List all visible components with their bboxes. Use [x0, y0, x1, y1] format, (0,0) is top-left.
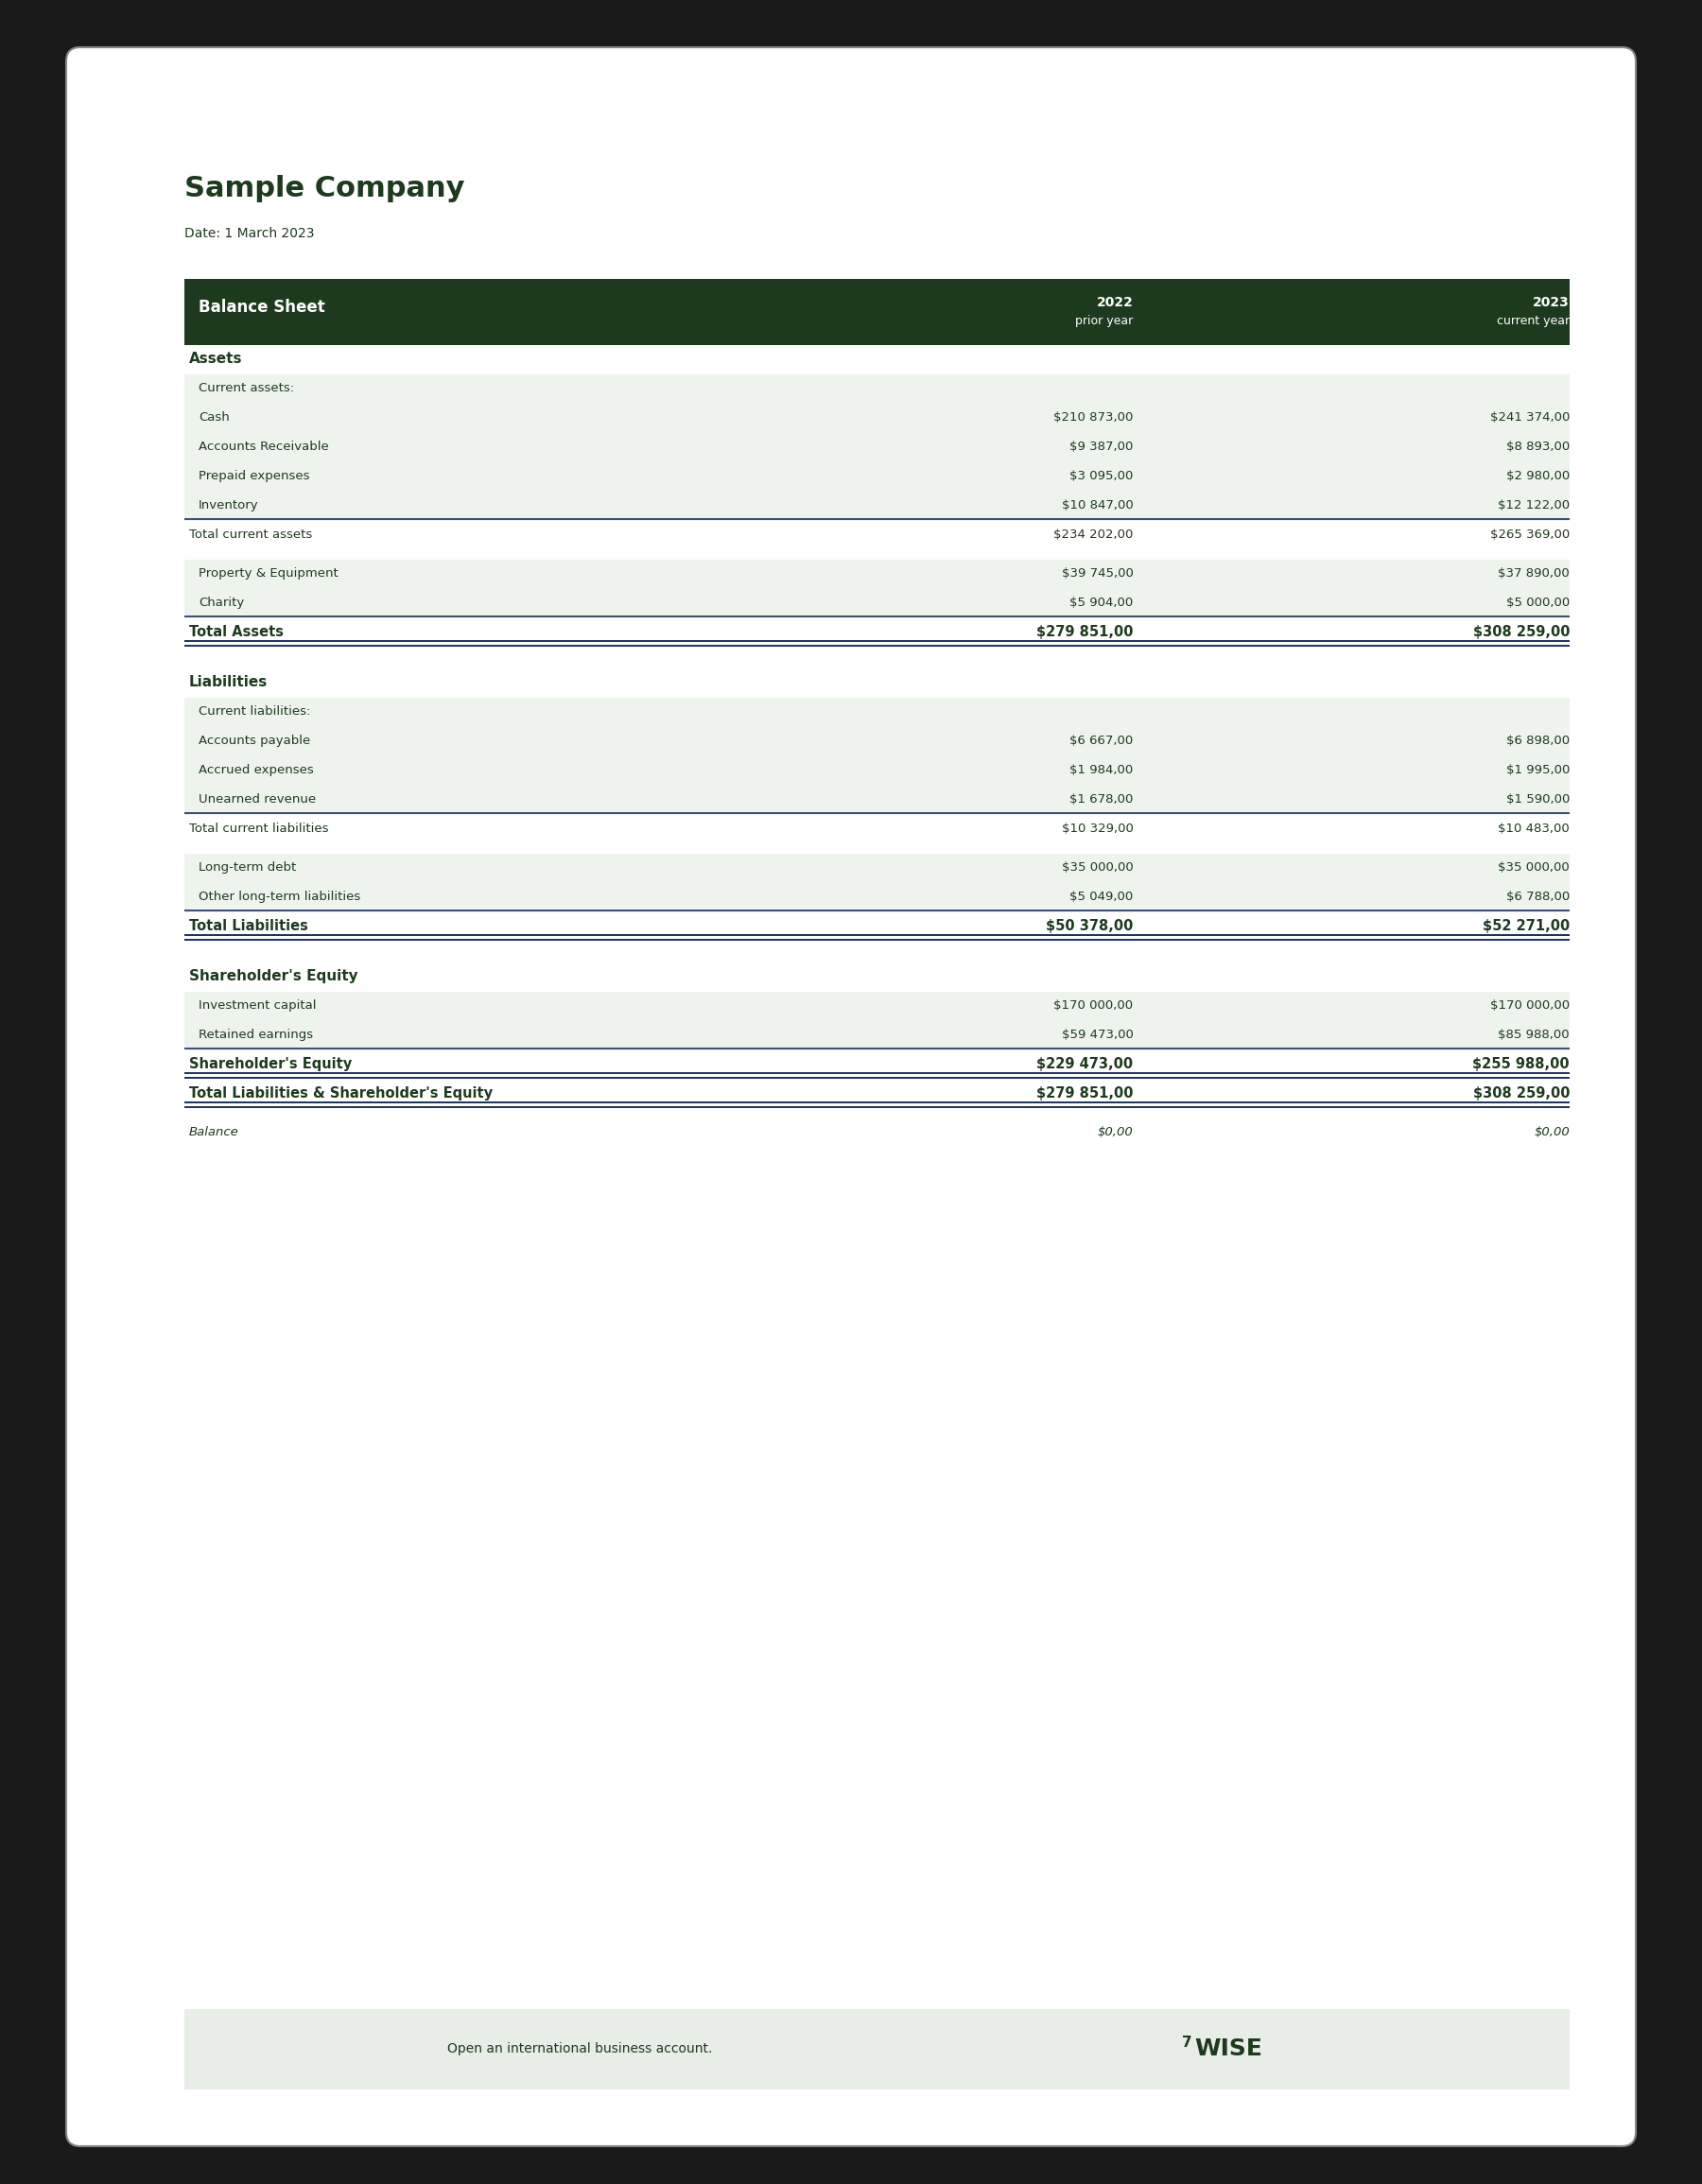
- Text: Sample Company: Sample Company: [184, 175, 465, 203]
- Text: $85 988,00: $85 988,00: [1498, 1029, 1569, 1042]
- Text: Balance Sheet: Balance Sheet: [199, 299, 325, 317]
- Text: 7: 7: [1181, 2035, 1191, 2051]
- Text: $234 202,00: $234 202,00: [1054, 529, 1134, 542]
- Text: $6 667,00: $6 667,00: [1069, 734, 1134, 747]
- Text: $279 851,00: $279 851,00: [1037, 1085, 1134, 1101]
- Bar: [184, 432, 1569, 463]
- Bar: [184, 1022, 1569, 1051]
- Text: $6 898,00: $6 898,00: [1506, 734, 1569, 747]
- Text: $39 745,00: $39 745,00: [1062, 568, 1134, 579]
- Text: $35 000,00: $35 000,00: [1498, 860, 1569, 874]
- Text: $0,00: $0,00: [1098, 1127, 1134, 1138]
- Text: $35 000,00: $35 000,00: [1062, 860, 1134, 874]
- Text: Investment capital: Investment capital: [199, 1000, 317, 1011]
- Text: Date: 1 March 2023: Date: 1 March 2023: [184, 227, 315, 240]
- Bar: [184, 756, 1569, 786]
- Text: $308 259,00: $308 259,00: [1472, 625, 1569, 640]
- Text: Charity: Charity: [199, 596, 243, 609]
- FancyBboxPatch shape: [66, 48, 1636, 2147]
- Bar: [184, 2009, 1569, 2090]
- Text: $8 893,00: $8 893,00: [1506, 441, 1569, 452]
- Text: $5 000,00: $5 000,00: [1506, 596, 1569, 609]
- Text: $52 271,00: $52 271,00: [1482, 919, 1569, 933]
- Text: 2023: 2023: [1534, 295, 1569, 310]
- Text: $170 000,00: $170 000,00: [1489, 1000, 1569, 1011]
- Text: $10 483,00: $10 483,00: [1498, 823, 1569, 834]
- Bar: [184, 280, 1569, 345]
- Bar: [184, 373, 1569, 404]
- Text: Long-term debt: Long-term debt: [199, 860, 296, 874]
- Text: Unearned revenue: Unearned revenue: [199, 793, 317, 806]
- Text: $5 904,00: $5 904,00: [1069, 596, 1134, 609]
- Text: Other long-term liabilities: Other long-term liabilities: [199, 891, 361, 902]
- Bar: [184, 404, 1569, 432]
- Bar: [184, 559, 1569, 590]
- Text: Current assets:: Current assets:: [199, 382, 294, 395]
- Text: Prepaid expenses: Prepaid expenses: [199, 470, 310, 483]
- Text: Retained earnings: Retained earnings: [199, 1029, 313, 1042]
- Text: $3 095,00: $3 095,00: [1069, 470, 1134, 483]
- Text: Total Liabilities & Shareholder's Equity: Total Liabilities & Shareholder's Equity: [189, 1085, 494, 1101]
- Text: $37 890,00: $37 890,00: [1498, 568, 1569, 579]
- Text: Total Liabilities: Total Liabilities: [189, 919, 308, 933]
- Text: $50 378,00: $50 378,00: [1047, 919, 1134, 933]
- Text: Total current liabilities: Total current liabilities: [189, 823, 328, 834]
- Text: $1 590,00: $1 590,00: [1506, 793, 1569, 806]
- Text: $265 369,00: $265 369,00: [1489, 529, 1569, 542]
- Text: Cash: Cash: [199, 411, 230, 424]
- Text: $5 049,00: $5 049,00: [1069, 891, 1134, 902]
- Text: Assets: Assets: [189, 352, 242, 367]
- Text: $0,00: $0,00: [1534, 1127, 1569, 1138]
- Bar: [184, 786, 1569, 815]
- Text: $308 259,00: $308 259,00: [1472, 1085, 1569, 1101]
- Text: $2 980,00: $2 980,00: [1506, 470, 1569, 483]
- Text: $241 374,00: $241 374,00: [1489, 411, 1569, 424]
- Bar: [184, 697, 1569, 727]
- Text: $229 473,00: $229 473,00: [1037, 1057, 1134, 1070]
- Text: prior year: prior year: [1076, 314, 1134, 328]
- Text: $10 329,00: $10 329,00: [1062, 823, 1134, 834]
- Text: $170 000,00: $170 000,00: [1054, 1000, 1134, 1011]
- Bar: [184, 992, 1569, 1022]
- Text: Shareholder's Equity: Shareholder's Equity: [189, 1057, 352, 1070]
- Text: $10 847,00: $10 847,00: [1062, 500, 1134, 511]
- Text: $1 995,00: $1 995,00: [1506, 764, 1569, 775]
- Bar: [184, 854, 1569, 882]
- Text: Open an international business account.: Open an international business account.: [448, 2042, 713, 2055]
- Text: $279 851,00: $279 851,00: [1037, 625, 1134, 640]
- Text: $9 387,00: $9 387,00: [1069, 441, 1134, 452]
- Text: $1 984,00: $1 984,00: [1069, 764, 1134, 775]
- Text: Liabilities: Liabilities: [189, 675, 267, 690]
- Text: $210 873,00: $210 873,00: [1054, 411, 1134, 424]
- Bar: [184, 727, 1569, 756]
- Bar: [184, 463, 1569, 491]
- Text: Accounts Receivable: Accounts Receivable: [199, 441, 328, 452]
- Text: current year: current year: [1496, 314, 1569, 328]
- Text: Balance: Balance: [189, 1127, 238, 1138]
- Text: WISE: WISE: [1195, 2038, 1261, 2062]
- Text: $1 678,00: $1 678,00: [1069, 793, 1134, 806]
- Text: Inventory: Inventory: [199, 500, 259, 511]
- Text: $59 473,00: $59 473,00: [1062, 1029, 1134, 1042]
- Bar: [184, 882, 1569, 913]
- Text: 2022: 2022: [1096, 295, 1134, 310]
- Text: Accounts payable: Accounts payable: [199, 734, 310, 747]
- Text: Shareholder's Equity: Shareholder's Equity: [189, 970, 357, 983]
- Text: $12 122,00: $12 122,00: [1498, 500, 1569, 511]
- Text: Property & Equipment: Property & Equipment: [199, 568, 339, 579]
- Text: Current liabilities:: Current liabilities:: [199, 705, 310, 719]
- Text: $6 788,00: $6 788,00: [1506, 891, 1569, 902]
- Bar: [184, 491, 1569, 522]
- Text: $255 988,00: $255 988,00: [1472, 1057, 1569, 1070]
- Bar: [184, 590, 1569, 618]
- Text: Accrued expenses: Accrued expenses: [199, 764, 313, 775]
- Text: Total current assets: Total current assets: [189, 529, 311, 542]
- Text: Total Assets: Total Assets: [189, 625, 284, 640]
